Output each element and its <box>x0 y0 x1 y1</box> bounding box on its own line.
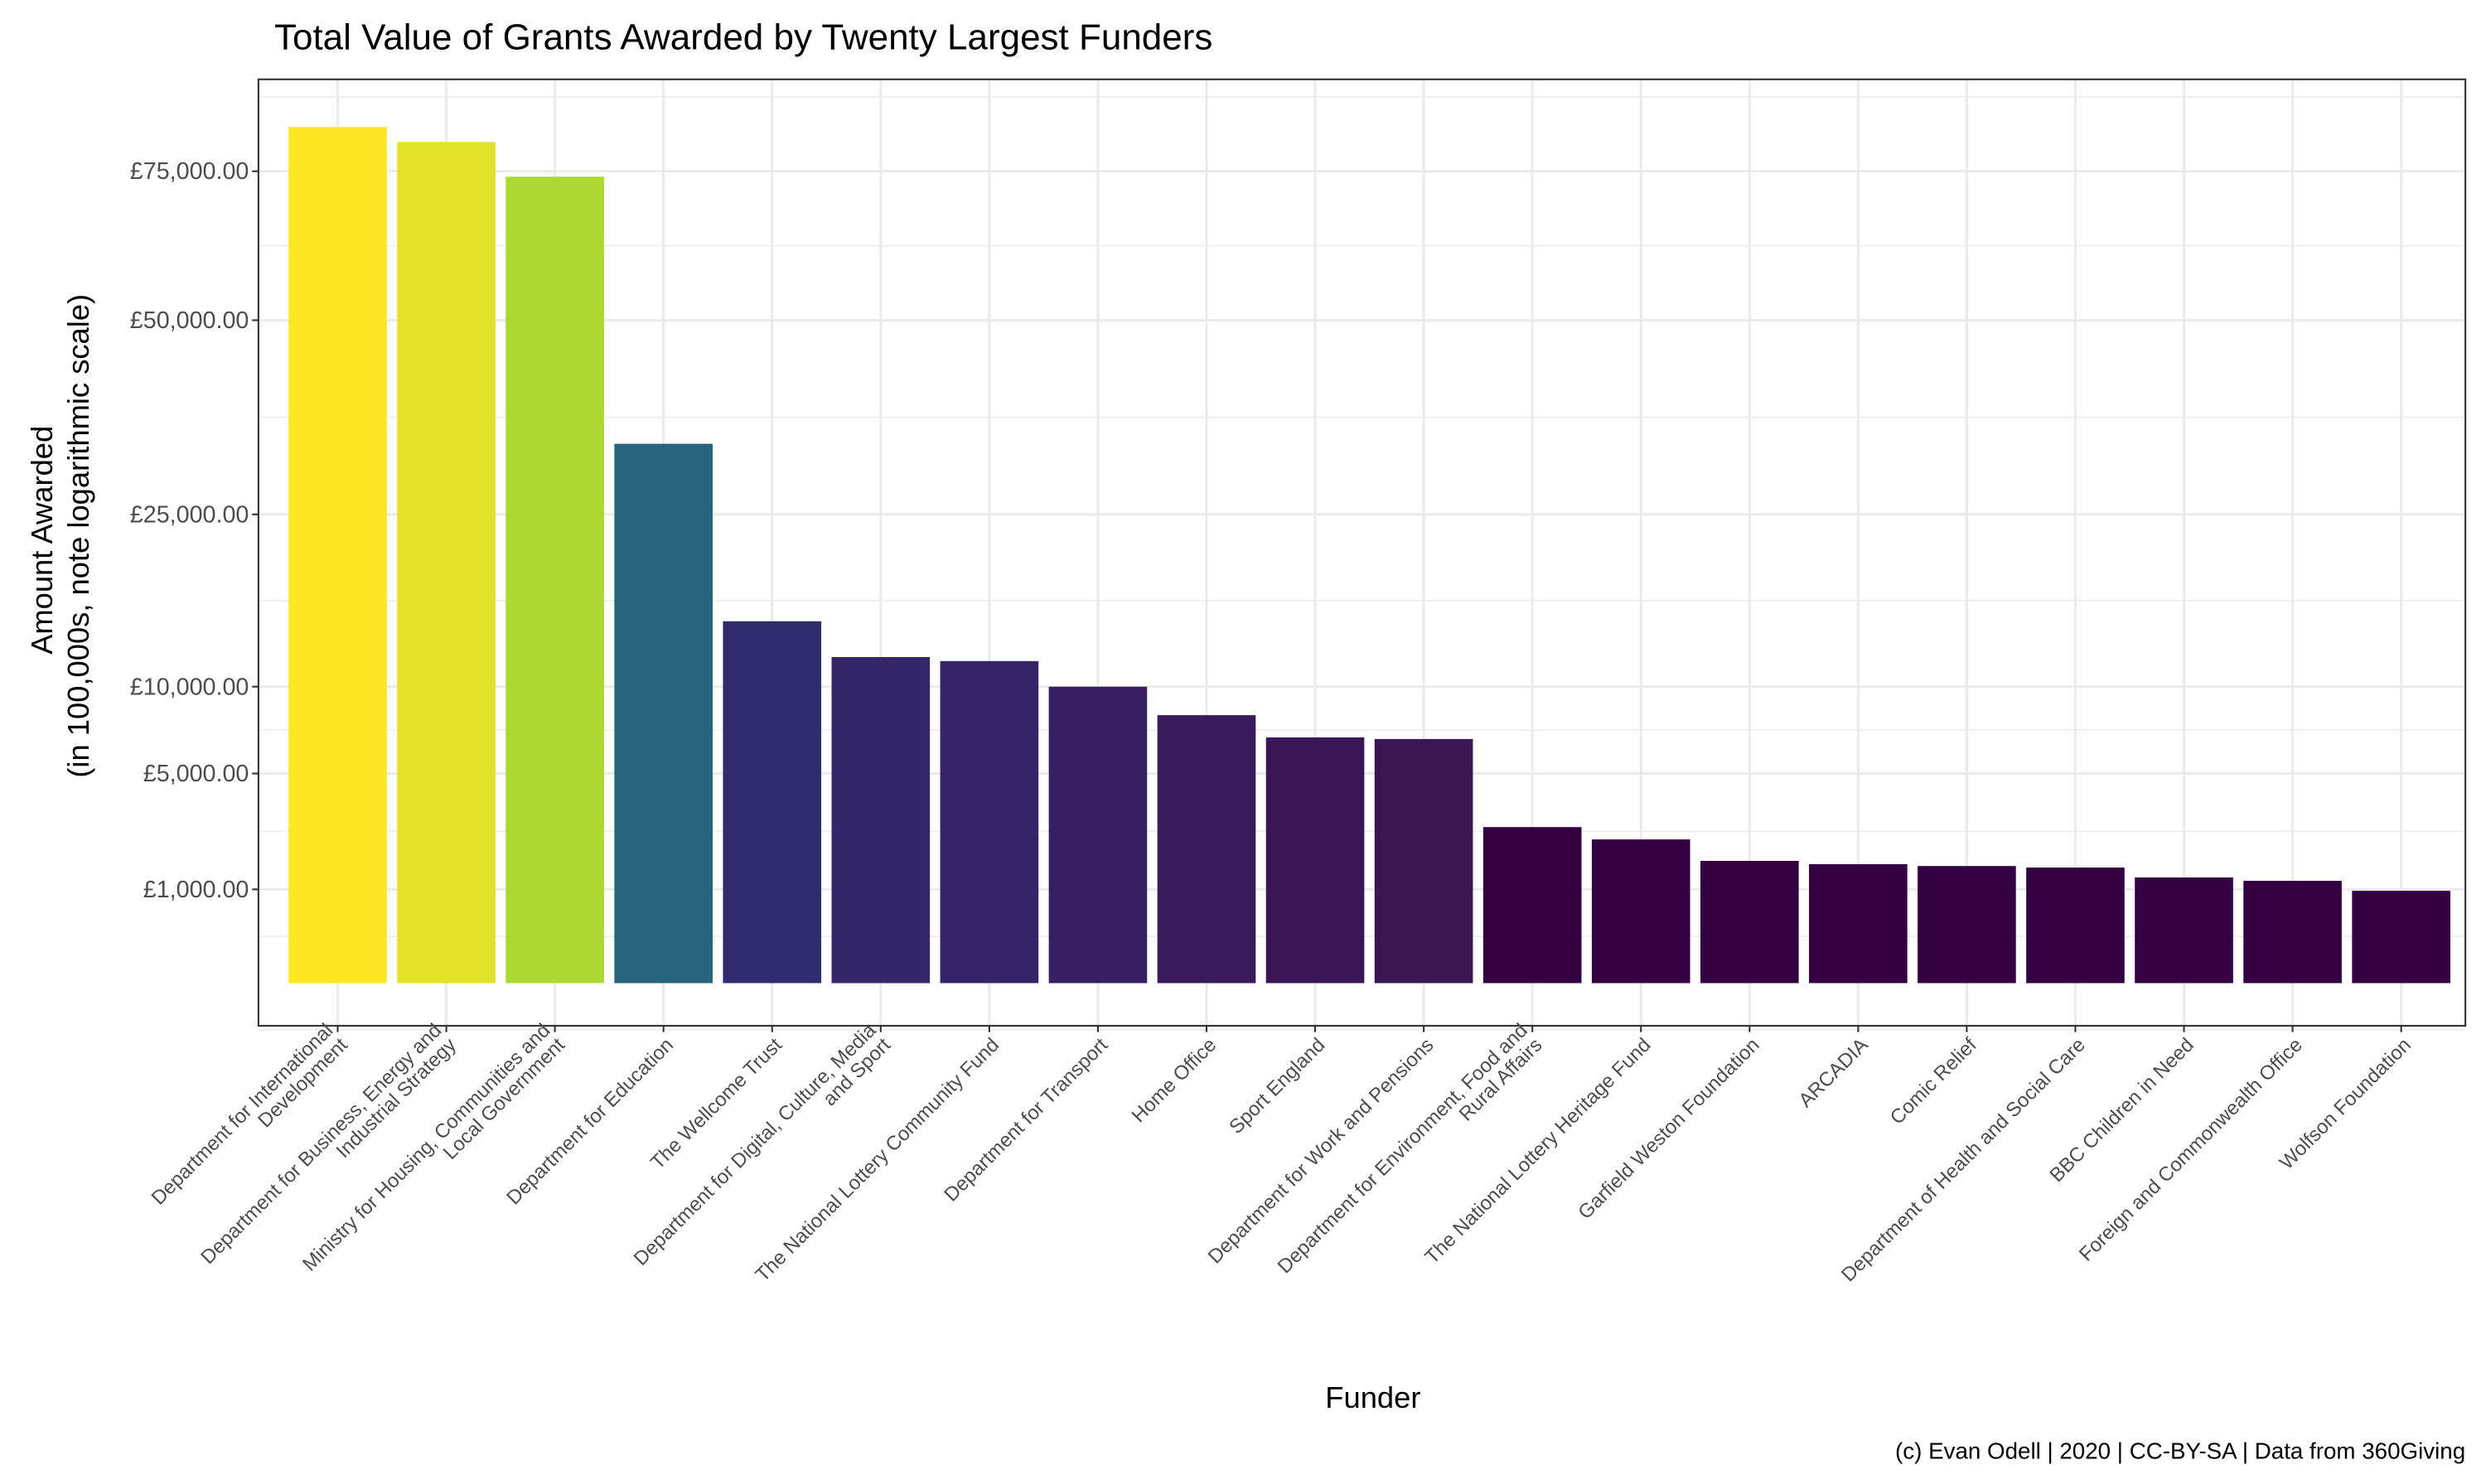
bar <box>1482 827 1582 984</box>
y-tick-label: £1,000.00 <box>143 877 249 903</box>
y-tick-label: £25,000.00 <box>130 501 249 528</box>
bar <box>288 127 387 984</box>
bar <box>397 142 496 984</box>
bar <box>1265 737 1365 984</box>
bar <box>614 443 713 984</box>
bar <box>2135 877 2233 984</box>
bar <box>1918 866 2016 984</box>
bar <box>1809 863 1908 984</box>
plot-panel-border <box>257 78 2467 1027</box>
y-tick-label: £10,000.00 <box>130 674 249 700</box>
bar <box>940 660 1039 984</box>
bar <box>1591 839 1690 984</box>
caption: (c) Evan Odell | 2020 | CC-BY-SA | Data … <box>1895 1438 2465 1463</box>
bar <box>2243 881 2342 984</box>
bar <box>1157 715 1256 984</box>
chart-title: Total Value of Grants Awarded by Twenty … <box>274 17 1212 57</box>
y-axis: £1,000.00 £5,000.00 £10,000.00 £25,000.00 £5… <box>130 158 259 903</box>
y-axis-title-line-1: Amount Awarded <box>25 426 59 655</box>
y-tick-label: £50,000.00 <box>130 307 249 334</box>
bar <box>505 176 604 984</box>
bars <box>288 127 2450 984</box>
bar <box>723 621 822 984</box>
y-tick-label: £5,000.00 <box>143 761 249 787</box>
bar <box>2026 868 2125 984</box>
bar <box>2352 891 2450 984</box>
bar <box>1700 860 1799 984</box>
bar <box>1048 686 1148 984</box>
y-axis-title-line-2: (in 100,000s, note logarithmic scale) <box>61 294 95 778</box>
x-axis-title: Funder <box>1325 1380 1420 1414</box>
y-axis-title: Amount Awarded (in 100,000s, note logari… <box>25 294 95 778</box>
bar <box>1374 738 1473 984</box>
y-tick-label: £75,000.00 <box>130 158 249 185</box>
bar <box>831 656 931 984</box>
